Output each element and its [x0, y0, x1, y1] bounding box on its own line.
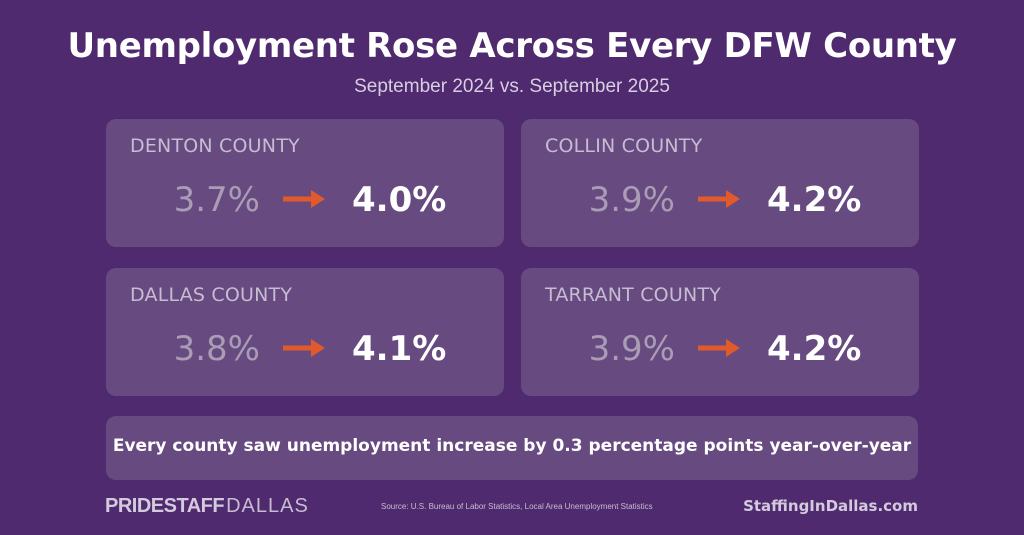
rate-2024: 3.7%: [173, 180, 260, 220]
county-card-dallas: DALLAS COUNTY 3.8% 4.1%: [106, 268, 504, 396]
summary-banner: Every county saw unemployment increase b…: [106, 416, 918, 480]
county-card-collin: COLLIN COUNTY 3.9% 4.2%: [521, 119, 919, 247]
county-name: COLLIN COUNTY: [545, 135, 703, 157]
rate-2025: 4.0%: [352, 180, 447, 220]
rate-2025: 4.2%: [767, 329, 862, 369]
rate-2024: 3.8%: [173, 329, 260, 369]
rate-2024: 3.9%: [588, 180, 675, 220]
county-card-denton: DENTON COUNTY 3.7% 4.0%: [106, 119, 504, 247]
rate-2025: 4.2%: [767, 180, 862, 220]
logo-wordmark: PRIDESTAFF: [105, 495, 225, 517]
arrow-right-icon: [698, 339, 740, 357]
summary-text: Every county saw unemployment increase b…: [112, 436, 912, 456]
rate-2025: 4.1%: [352, 329, 447, 369]
rate-2024: 3.9%: [588, 329, 675, 369]
pridestaff-logo: PRIDESTAFF DALLAS: [105, 495, 309, 519]
county-name: DALLAS COUNTY: [130, 284, 293, 306]
arrow-right-icon: [283, 339, 325, 357]
source-note: Source: U.S. Bureau of Labor Statistics,…: [381, 502, 653, 511]
county-name: TARRANT COUNTY: [545, 284, 721, 306]
website-link[interactable]: StaffingInDallas.com: [743, 497, 918, 515]
county-card-tarrant: TARRANT COUNTY 3.9% 4.2%: [521, 268, 919, 396]
page-title: Unemployment Rose Across Every DFW Count…: [67, 26, 957, 66]
page-subtitle: September 2024 vs. September 2025: [354, 76, 670, 97]
arrow-right-icon: [283, 190, 325, 208]
logo-city: DALLAS: [226, 495, 309, 517]
arrow-right-icon: [698, 190, 740, 208]
county-name: DENTON COUNTY: [130, 135, 300, 157]
